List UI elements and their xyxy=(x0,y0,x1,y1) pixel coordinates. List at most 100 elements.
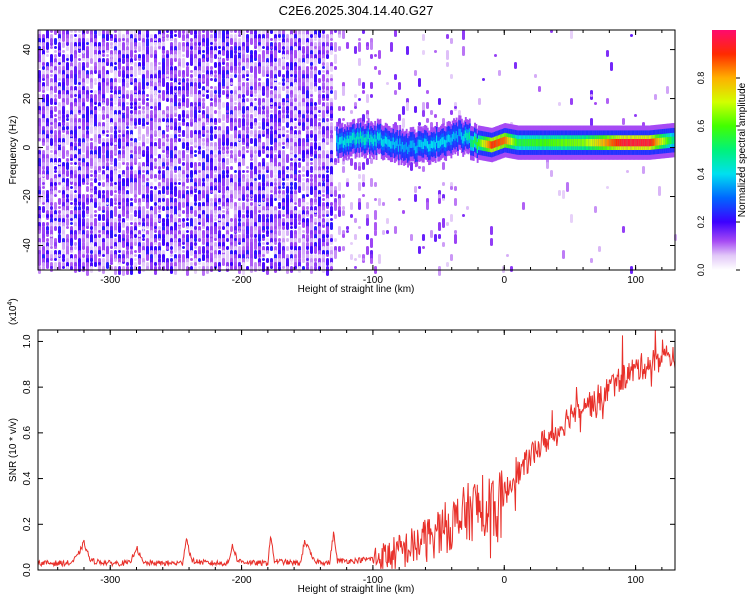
spectrogram-cell xyxy=(222,262,225,266)
spectrogram-cell xyxy=(238,122,241,126)
spectrogram-cell xyxy=(210,206,213,210)
spectrogram-cell xyxy=(322,190,325,193)
spectrogram-cell xyxy=(246,170,249,173)
spectrogram-cell xyxy=(98,262,101,265)
spectrogram-cell xyxy=(118,94,121,97)
spectrogram-cell xyxy=(158,126,161,131)
spectrogram-cell xyxy=(262,174,265,183)
spectrogram-cell xyxy=(230,98,233,103)
spectrogram-cell xyxy=(294,158,297,162)
spectrogram-cell xyxy=(362,162,365,170)
spectrogram-cell xyxy=(50,142,53,145)
spectrogram-cell xyxy=(174,58,177,62)
spectrogram-cell xyxy=(414,106,417,113)
spectrogram-cell xyxy=(106,62,109,66)
spectrogram-cell xyxy=(318,114,321,117)
spectrogram-cell xyxy=(366,218,369,226)
spectrogram-cell xyxy=(338,226,341,235)
spectrogram-cell xyxy=(58,174,61,177)
spectrogram-cell xyxy=(150,266,153,270)
spectrogram-cell xyxy=(266,178,269,181)
spectrogram-cell xyxy=(298,162,301,168)
spectrogram-cell xyxy=(146,186,149,194)
spectrogram-cell xyxy=(110,90,113,93)
spectrogram-cell xyxy=(250,74,253,78)
spectrogram-cell xyxy=(266,46,269,51)
spectrogram-cell xyxy=(158,138,161,147)
spectrogram-cell xyxy=(266,126,269,129)
spectrogram-cell xyxy=(254,166,257,176)
spectrogram-cell xyxy=(158,170,161,174)
spectrogram-cell xyxy=(158,106,161,111)
spectrogram-cell xyxy=(122,162,125,165)
spectrogram-cell xyxy=(366,46,369,49)
spectrogram-cell xyxy=(418,246,421,254)
spectrogram-cell xyxy=(306,110,309,114)
spectrogram-cell xyxy=(234,230,237,233)
spectrogram-cell xyxy=(294,134,297,138)
spectrogram-cell xyxy=(342,234,345,238)
spectrogram-cell xyxy=(38,126,41,135)
spectrogram-cell xyxy=(414,186,417,193)
spectrogram-cell xyxy=(266,230,269,235)
spectrogram-cell xyxy=(98,182,101,186)
spectrogram-cell xyxy=(186,246,189,251)
spectrogram-cell xyxy=(110,54,113,58)
spectrogram-cell xyxy=(98,202,101,206)
spectrogram-cell xyxy=(306,202,309,205)
spectrogram-cell xyxy=(274,178,277,182)
spectrogram-cell xyxy=(218,190,221,193)
spectrogram-cell xyxy=(198,30,201,35)
spectrogram-cell xyxy=(90,54,93,58)
spectrogram-cell xyxy=(166,38,169,41)
spectrogram-cell xyxy=(270,38,273,41)
spectrogram-cell xyxy=(186,238,189,243)
spectrogram-cell xyxy=(138,258,141,265)
spectrogram-cell xyxy=(78,130,81,140)
spectrogram-cell xyxy=(74,158,77,163)
spectrogram-cell xyxy=(110,114,113,119)
spectrogram-cell xyxy=(230,202,233,209)
spectrogram-cell xyxy=(102,146,105,154)
spectrogram-cell xyxy=(98,214,101,221)
spectrogram-cell xyxy=(226,46,229,50)
spectrogram-cell xyxy=(218,162,221,167)
spectrogram-cell xyxy=(134,198,137,203)
spectrogram-cell xyxy=(158,250,161,255)
spectrogram-cell xyxy=(322,98,325,101)
spectrogram-cell xyxy=(90,194,93,198)
spectrogram-cell xyxy=(62,186,65,191)
spectrogram-cell xyxy=(82,238,85,243)
spectrogram-cell xyxy=(174,102,177,107)
spectrogram-cell xyxy=(294,202,297,205)
spectrogram-cell xyxy=(278,134,281,139)
spectrogram-cell xyxy=(298,114,301,118)
spectrogram-cell xyxy=(250,158,253,161)
spectrogram-cell xyxy=(334,162,337,165)
spectrogram-cell xyxy=(134,122,137,125)
spectrogram-cell xyxy=(254,134,257,137)
spectrogram-cell xyxy=(146,86,149,89)
spectrogram-cell xyxy=(74,246,77,250)
spectrogram-cell xyxy=(286,246,289,251)
spectrogram-cell xyxy=(58,182,61,185)
spectrogram-cell xyxy=(666,86,669,94)
spectrogram-cell xyxy=(166,74,169,77)
spectrogram-cell xyxy=(222,90,225,95)
spectrogram-cell xyxy=(154,38,157,41)
spectrogram-cell xyxy=(54,210,57,215)
spectrogram-cell xyxy=(282,226,285,230)
spectrogram-cell xyxy=(42,114,45,119)
spectrogram-cell xyxy=(110,46,113,49)
spectrogram-cell xyxy=(146,134,149,137)
spectrogram-cell xyxy=(138,46,141,52)
spectrogram-cell xyxy=(258,46,261,52)
spectrogram-cell xyxy=(38,174,41,178)
spectrogram-cell xyxy=(210,58,213,63)
spectrogram-cell xyxy=(186,82,189,92)
spectrogram-cell xyxy=(322,78,325,82)
spectrogram-cell xyxy=(46,42,49,50)
spectrogram-cell xyxy=(278,202,281,207)
spectrogram-cell xyxy=(98,254,101,257)
spectrogram-cell xyxy=(234,158,237,161)
